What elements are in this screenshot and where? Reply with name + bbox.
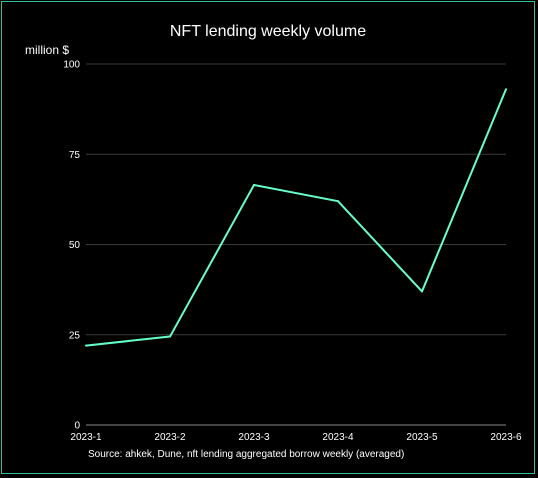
x-tick-label: 2023-1 [70,432,102,443]
y-axis-ticks: 0 25 50 75 100 [63,60,80,432]
y-tick-label: 75 [69,150,81,161]
y-tick-label: 0 [74,421,80,432]
line-chart: NFT lending weekly volume million $ 0 25 5… [25,23,522,460]
x-axis-ticks: 2023-1 2023-2 2023-3 2023-4 2023-5 2023-6 [70,432,522,443]
gridlines [86,63,506,426]
data-point [421,290,423,293]
series-line [85,88,507,347]
data-point [253,183,255,186]
x-tick-label: 2023-5 [406,432,438,443]
y-tick-label: 100 [63,60,80,71]
source-note: Source: ahkek, Dune, nft lending aggrega… [88,449,404,460]
series-layer [85,88,507,347]
data-point [85,344,87,347]
y-axis-label: million $ [25,43,69,57]
chart-title: NFT lending weekly volume [170,23,366,40]
x-tick-label: 2023-6 [490,432,522,443]
data-point [505,88,507,91]
x-tick-label: 2023-3 [238,432,270,443]
y-tick-label: 50 [69,240,81,251]
y-tick-label: 25 [69,330,81,341]
data-point [169,335,171,338]
x-tick-label: 2023-2 [154,432,186,443]
x-tick-label: 2023-4 [322,432,354,443]
data-point [337,200,339,203]
